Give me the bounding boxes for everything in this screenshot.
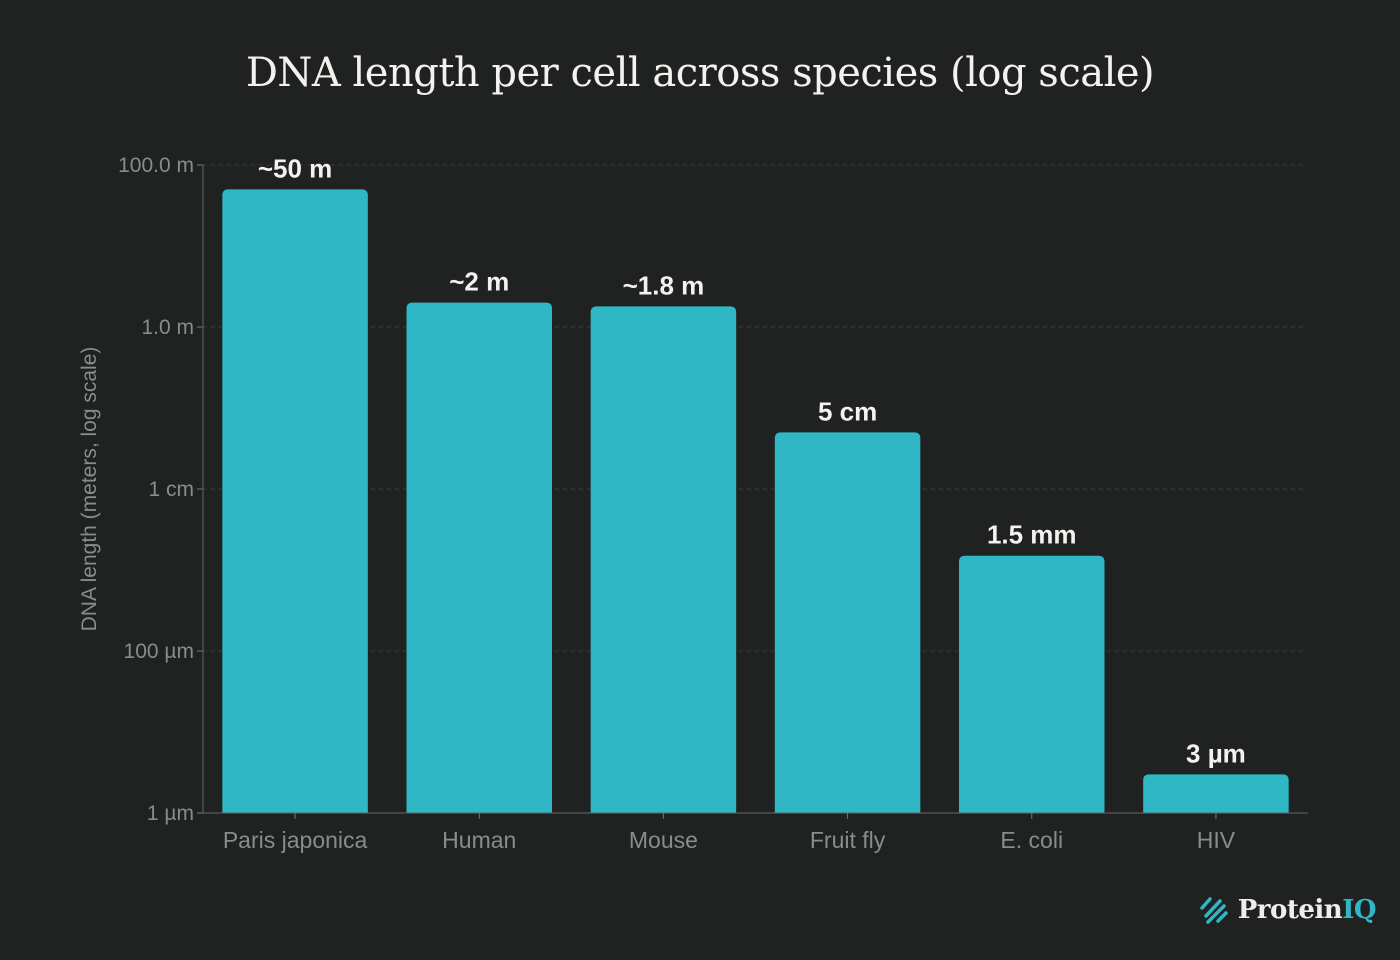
data-label: 5 cm xyxy=(818,396,877,426)
y-tick-label: 100 µm xyxy=(124,640,194,663)
logo-accent: IQ xyxy=(1342,895,1376,925)
chart-title: DNA length per cell across species (log … xyxy=(245,50,1155,96)
y-tick-label: 1.0 m xyxy=(141,316,194,339)
y-tick-label: 100.0 m xyxy=(118,154,194,177)
proteiniq-logo: ProteinIQ xyxy=(1198,894,1376,926)
x-tick-label: E. coli xyxy=(1000,827,1063,853)
bar xyxy=(590,306,737,813)
data-label: ~2 m xyxy=(449,267,509,297)
x-tick-label: Paris japonica xyxy=(223,827,368,853)
logo-text: Protein xyxy=(1237,895,1343,925)
axes: 100.0 m 1.0 m 1 cm 100 µm 1 µm Paris japonica… xyxy=(118,154,1308,853)
data-label: 1.5 mm xyxy=(987,520,1077,550)
data-label: ~50 m xyxy=(258,153,332,183)
x-tick-label: Mouse xyxy=(629,827,698,853)
x-tick-label: Fruit fly xyxy=(810,827,886,853)
y-tick-label: 1 µm xyxy=(147,802,194,825)
y-tick-label: 1 cm xyxy=(148,478,194,501)
x-tick-label: Human xyxy=(442,827,516,853)
bar xyxy=(774,432,921,813)
bar xyxy=(222,189,368,813)
bar xyxy=(1143,774,1289,813)
bar xyxy=(406,302,552,813)
bars: ~50 m ~2 m ~1.8 m 5 cm 1.5 mm 3 µm xyxy=(222,153,1289,813)
y-axis-label: DNA length (meters, log scale) xyxy=(78,347,101,632)
bar xyxy=(959,555,1105,813)
logo-icon xyxy=(1200,897,1228,924)
data-label: ~1.8 m xyxy=(623,270,705,300)
gridlines xyxy=(203,164,1308,814)
x-tick-label: HIV xyxy=(1197,827,1236,853)
data-label: 3 µm xyxy=(1186,738,1246,768)
